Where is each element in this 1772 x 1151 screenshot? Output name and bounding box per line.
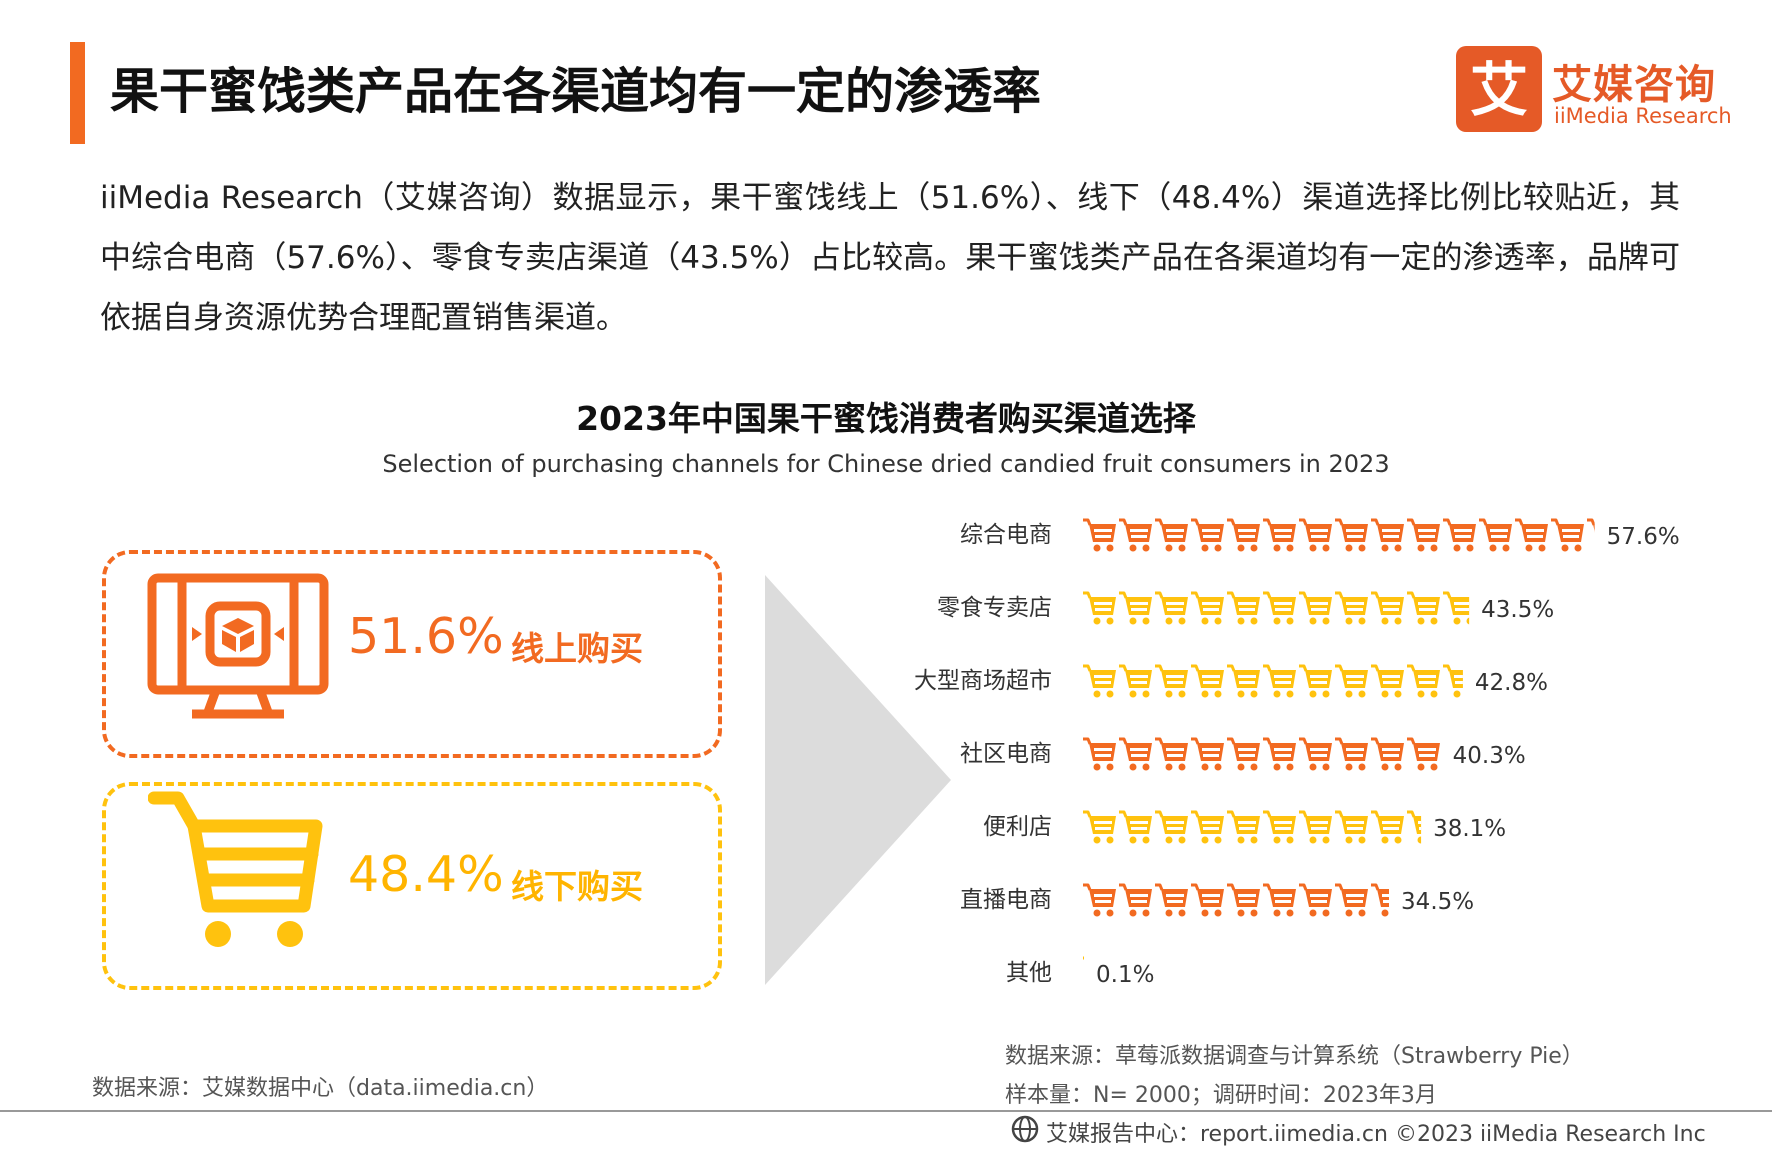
chart-subtitle: Selection of purchasing channels for Chi…	[382, 450, 1390, 478]
footer-divider	[0, 1110, 1772, 1112]
category-label: 综合电商	[960, 522, 1052, 548]
channel-bar	[1082, 810, 1422, 845]
globe-icon	[1011, 1115, 1039, 1143]
category-label: 直播电商	[960, 887, 1052, 913]
category-label: 社区电商	[960, 741, 1052, 767]
category-label: 零食专卖店	[937, 595, 1052, 621]
value-label: 57.6%	[1607, 524, 1680, 550]
channel-bar	[1082, 664, 1463, 699]
iimedia-logo: 艾 艾媒咨询 iiMedia Research	[1456, 46, 1746, 136]
channel-bar-chart: 综合电商 57.6% 零食专卖店 43.5% 大型商场超市 42.8% 社区电商 40.3% 便…	[914, 518, 1680, 991]
logo-mark-glyph: 艾	[1470, 56, 1528, 124]
value-label: 0.1%	[1096, 962, 1154, 988]
value-label: 42.8%	[1475, 670, 1548, 696]
sample-info: 样本量：N= 2000；调研时间：2023年3月	[1005, 1083, 1437, 1108]
category-label: 其他	[1006, 960, 1052, 986]
online-share-label: 线上购买	[511, 629, 643, 668]
chart-title: 2023年中国果干蜜饯消费者购买渠道选择	[576, 399, 1196, 438]
offline-share-value: 48.4%	[348, 846, 504, 903]
shopping-cart-icon	[148, 791, 323, 947]
offline-share-label: 线下购买	[511, 867, 643, 906]
data-source-left: 数据来源：艾媒数据中心（data.iimedia.cn）	[92, 1076, 549, 1101]
category-label: 便利店	[983, 814, 1052, 840]
summary-paragraph: iiMedia Research（艾媒咨询）数据显示，果干蜜饯线上（51.6%）…	[100, 180, 1680, 336]
data-source-right: 数据来源：草莓派数据调查与计算系统（Strawberry Pie）	[1005, 1044, 1584, 1069]
report-center-footer: 艾媒报告中心：report.iimedia.cn ©2023 iiMedia R…	[1046, 1122, 1706, 1147]
logo-chinese-name: 艾媒咨询	[1552, 62, 1716, 108]
value-label: 34.5%	[1401, 889, 1474, 915]
online-share-box	[102, 550, 722, 758]
value-label: 40.3%	[1453, 743, 1526, 769]
channel-bar	[1082, 737, 1441, 772]
category-label: 大型商场超市	[914, 668, 1052, 694]
channel-bar	[1082, 518, 1595, 553]
monitor-icon	[147, 573, 329, 719]
channel-bar	[1082, 883, 1390, 918]
logo-mark-icon: 艾	[1456, 46, 1542, 132]
split-arrow-decoration	[765, 575, 951, 985]
value-label: 43.5%	[1481, 597, 1554, 623]
offline-share-box	[102, 782, 722, 990]
title-accent-bar	[70, 42, 85, 144]
channel-bar	[1082, 591, 1470, 626]
online-share-value: 51.6%	[348, 608, 504, 665]
page-title: 果干蜜饯类产品在各渠道均有一定的渗透率	[110, 63, 1042, 120]
value-label: 38.1%	[1433, 816, 1506, 842]
logo-english-name: iiMedia Research	[1554, 104, 1732, 128]
